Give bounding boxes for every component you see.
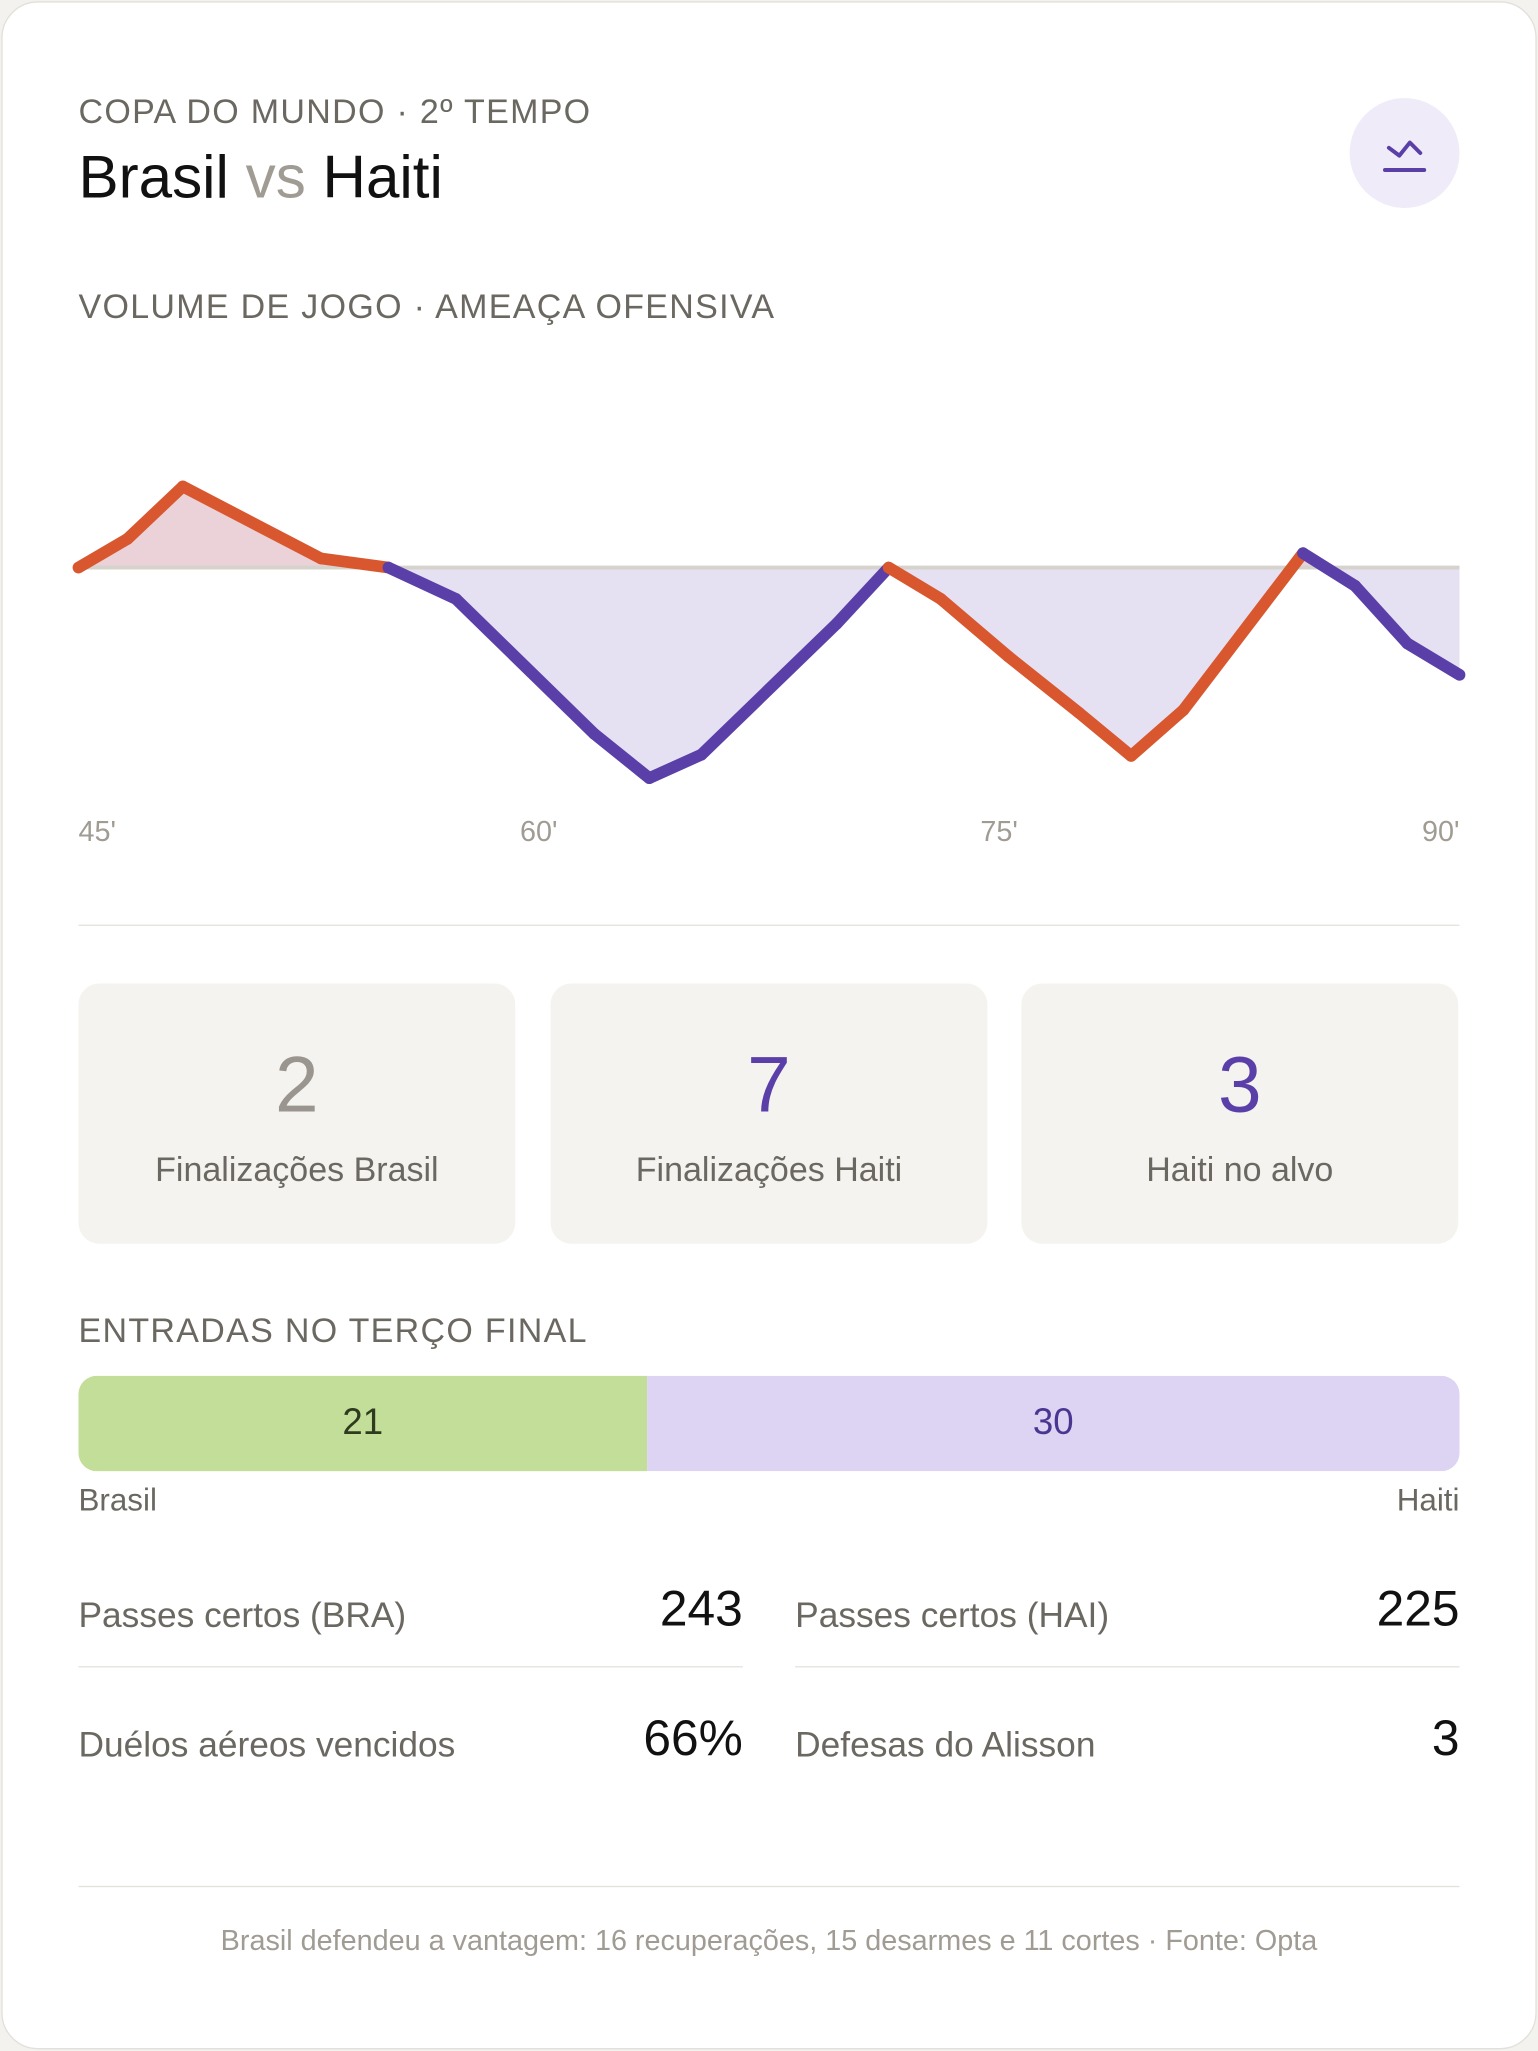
- x-tick-label: 90': [1422, 816, 1460, 848]
- bar-label: Haiti: [1396, 1483, 1460, 1519]
- line-segment: [1349, 580, 1414, 650]
- line-segment: [643, 748, 708, 785]
- bar-value: 21: [342, 1401, 383, 1442]
- stat-label: Haiti no alvo: [1146, 1149, 1334, 1189]
- row-value: 225: [1376, 1582, 1460, 1638]
- line-segment: [382, 561, 462, 605]
- line-segment: [830, 561, 895, 630]
- line-segment: [1073, 706, 1138, 762]
- line-segment: [121, 480, 189, 545]
- icon: [1382, 140, 1427, 172]
- row-divider: [78, 1666, 743, 1668]
- line-segment: [1401, 637, 1466, 681]
- bar-label: Brasil: [78, 1483, 157, 1519]
- line-segment: [934, 593, 1015, 663]
- stat-label: Finalizações Haiti: [635, 1149, 903, 1189]
- row-label: Passes certos (BRA): [78, 1595, 407, 1635]
- row-value: 66%: [643, 1711, 743, 1767]
- stat-card: 2 Finalizações Brasil: [78, 983, 516, 1244]
- home-team: Brasil: [78, 142, 229, 211]
- line-segment: [315, 552, 395, 574]
- chart-icon-button[interactable]: [1349, 98, 1460, 208]
- x-tick-label: 75': [980, 816, 1018, 848]
- line-segment: [1125, 704, 1190, 762]
- line-segment: [588, 727, 656, 785]
- momentum-chart: 45' 60' 75' 90': [72, 480, 1466, 848]
- area-negative: [78, 567, 1460, 779]
- away-team: Haiti: [322, 142, 443, 211]
- row-label: Defesas do Alisson: [795, 1724, 1096, 1765]
- row-divider: [795, 1666, 1460, 1668]
- x-tick-label: 45': [78, 816, 116, 848]
- final-third-bar: 21 30: [78, 1375, 1460, 1472]
- line-segment: [450, 593, 600, 740]
- stat-card: 7 Finalizações Haiti: [550, 983, 988, 1244]
- stat-value: 2: [275, 1041, 319, 1129]
- kicker: COPA DO MUNDO · 2º TEMPO: [78, 91, 592, 131]
- divider: [78, 1885, 1460, 1888]
- line-segment: [176, 480, 327, 565]
- stat-value: 3: [1217, 1041, 1262, 1129]
- stat-label: Finalizações Brasil: [155, 1149, 439, 1189]
- line-segment: [1297, 547, 1362, 592]
- row-value: 243: [659, 1582, 743, 1638]
- match-title: Brasil vs Haiti: [78, 141, 442, 212]
- line-segment: [695, 617, 843, 761]
- vs: vs: [245, 142, 306, 211]
- chart-title: VOLUME DE JOGO · AMEAÇA OFENSIVA: [78, 286, 776, 326]
- row-label: Passes certos (HAI): [795, 1595, 1110, 1635]
- stat-value: 7: [747, 1041, 791, 1129]
- x-tick-label: 60': [520, 816, 558, 848]
- line-segment: [72, 532, 134, 574]
- bar-segment: [647, 1375, 1460, 1472]
- row-value: 3: [1431, 1711, 1460, 1767]
- bar-segment: [78, 1375, 648, 1472]
- divider: [78, 924, 1460, 926]
- line-segment: [1177, 547, 1309, 717]
- footer: Brasil defendeu a vantagem: 16 recuperaç…: [220, 1923, 1318, 1957]
- stat-card: 3 Haiti no alvo: [1021, 983, 1459, 1244]
- row-label: Duélos aéreos vencidos: [78, 1724, 456, 1765]
- area-positive: [78, 486, 1460, 568]
- bar-value: 30: [1033, 1401, 1074, 1442]
- line-segment: [1002, 650, 1085, 719]
- icon-line: [1386, 140, 1423, 158]
- section-title: ENTRADAS NO TERÇO FINAL: [78, 1310, 588, 1350]
- line-segment: [882, 561, 947, 605]
